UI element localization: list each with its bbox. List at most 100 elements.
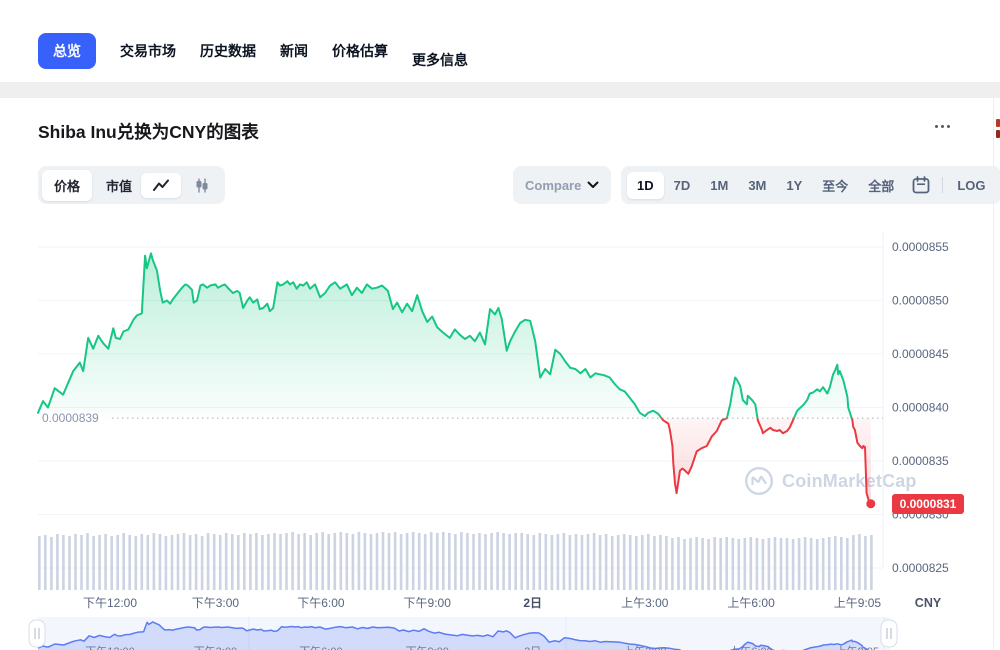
range-7d-button[interactable]: 7D <box>673 177 691 193</box>
volume-bar <box>460 532 463 590</box>
volume-bar <box>707 539 710 590</box>
volume-bar <box>327 534 330 590</box>
volume-bar <box>429 532 433 590</box>
volume-bar <box>375 533 379 590</box>
volume-bar <box>110 536 113 590</box>
y-axis-label: 0.0000850 <box>892 294 949 308</box>
tab-overview[interactable]: 总览 <box>38 33 96 69</box>
time-range-selector: 1D 7D 1M 3M 1Y 至今 全部 LOG <box>621 166 1000 204</box>
range-all-button[interactable]: 全部 <box>868 178 895 194</box>
more-menu-button[interactable] <box>933 119 952 134</box>
navigator-x-label: 下午12:00 <box>85 645 135 650</box>
navigator-background[interactable] <box>38 617 890 650</box>
candlestick-chart-button[interactable] <box>183 172 221 199</box>
volume-bar <box>243 533 246 590</box>
volume-bar <box>273 533 276 590</box>
volume-bar <box>767 538 771 590</box>
volume-bar <box>538 533 542 590</box>
volume-bar <box>56 534 59 590</box>
volume-bar <box>550 535 554 590</box>
range-1y-button[interactable]: 1Y <box>786 177 803 193</box>
navigator-line <box>38 621 870 650</box>
volume-bar <box>840 537 843 590</box>
volume-bar <box>152 533 156 590</box>
range-1m-button[interactable]: 1M <box>710 177 729 193</box>
volume-bar <box>677 537 680 590</box>
log-scale-button[interactable]: LOG <box>957 177 986 193</box>
volume-bar <box>695 537 698 590</box>
volume-bar <box>231 534 234 590</box>
volume-bar <box>417 533 421 590</box>
volume-bar <box>779 538 783 590</box>
range-1d-button[interactable]: 1D <box>627 171 664 199</box>
price-line-up <box>37 252 853 419</box>
navigator-x-label: 下午6:00 <box>299 645 342 650</box>
volume-bar <box>86 533 89 590</box>
divider <box>942 177 944 193</box>
compare-dropdown[interactable]: Compare <box>513 166 612 204</box>
volume-bar <box>122 533 125 590</box>
calendar-button[interactable] <box>904 172 938 198</box>
volume-bar <box>454 534 457 590</box>
volume-bar <box>237 535 240 590</box>
volume-bar <box>303 533 306 590</box>
volume-bar <box>556 534 560 590</box>
x-axis-label: 下午12:00 <box>83 596 137 610</box>
volume-bar <box>80 535 83 590</box>
volume-bar <box>333 533 337 590</box>
y-axis-label: 0.0000855 <box>892 240 949 254</box>
page-title: Shiba Inu兑换为CNY的图表 <box>38 122 259 142</box>
metric-marketcap-button[interactable]: 市值 <box>106 178 133 194</box>
volume-bar <box>182 533 186 590</box>
line-chart-button[interactable] <box>141 172 181 198</box>
volume-bar <box>261 535 264 590</box>
tab-price-estimate[interactable]: 价格估算 <box>332 43 388 59</box>
volume-bar <box>580 535 584 590</box>
volume-bar <box>44 535 47 590</box>
volume-bar <box>128 535 131 590</box>
cutoff-icon <box>996 130 1000 138</box>
volume-bar <box>357 532 361 590</box>
volume-bar <box>381 532 385 590</box>
volume-bar <box>405 533 409 590</box>
range-ytd-button[interactable]: 至今 <box>822 178 849 194</box>
volume-bar <box>50 537 53 590</box>
volume-bar <box>641 535 644 590</box>
navigator-x-label: 上午9:05 <box>836 645 879 650</box>
range-3m-button[interactable]: 3M <box>748 177 767 193</box>
volume-bar <box>206 533 210 590</box>
navigator-handle-left[interactable] <box>28 619 46 648</box>
tab-news[interactable]: 新闻 <box>280 43 308 59</box>
navigator-handle-right[interactable] <box>880 619 898 648</box>
page-tabs: 总览 交易市场 历史数据 新闻 价格估算 更多信息 <box>38 33 468 69</box>
navigator-x-label: 上午3:00 <box>623 645 666 650</box>
tab-markets[interactable]: 交易市场 <box>120 43 176 59</box>
volume-bar <box>62 535 65 590</box>
volume-bar <box>683 539 686 590</box>
volume-bar <box>502 533 505 590</box>
volume-bar <box>267 534 270 590</box>
coinmarketcap-logo-icon <box>744 466 774 496</box>
tab-historical-data[interactable]: 历史数据 <box>200 43 256 59</box>
volume-bar <box>562 533 566 590</box>
tab-more-info[interactable]: 更多信息 <box>412 52 468 68</box>
volume-bar <box>369 534 373 590</box>
volume-bar <box>315 533 318 590</box>
metric-price-button[interactable]: 价格 <box>42 169 93 201</box>
volume-bar <box>647 534 650 590</box>
volume-bar <box>176 534 180 590</box>
volume-bar <box>852 535 855 590</box>
volume-bar <box>466 533 469 590</box>
volume-bar <box>363 533 367 590</box>
volume-bar <box>622 534 626 590</box>
volume-bar <box>164 536 168 590</box>
volume-bar <box>249 534 252 590</box>
volume-bar <box>592 533 596 590</box>
volume-bar <box>399 534 403 590</box>
volume-bar <box>604 534 608 590</box>
candlestick-icon <box>196 178 208 192</box>
calendar-icon <box>912 176 930 194</box>
volume-bar <box>218 535 222 590</box>
